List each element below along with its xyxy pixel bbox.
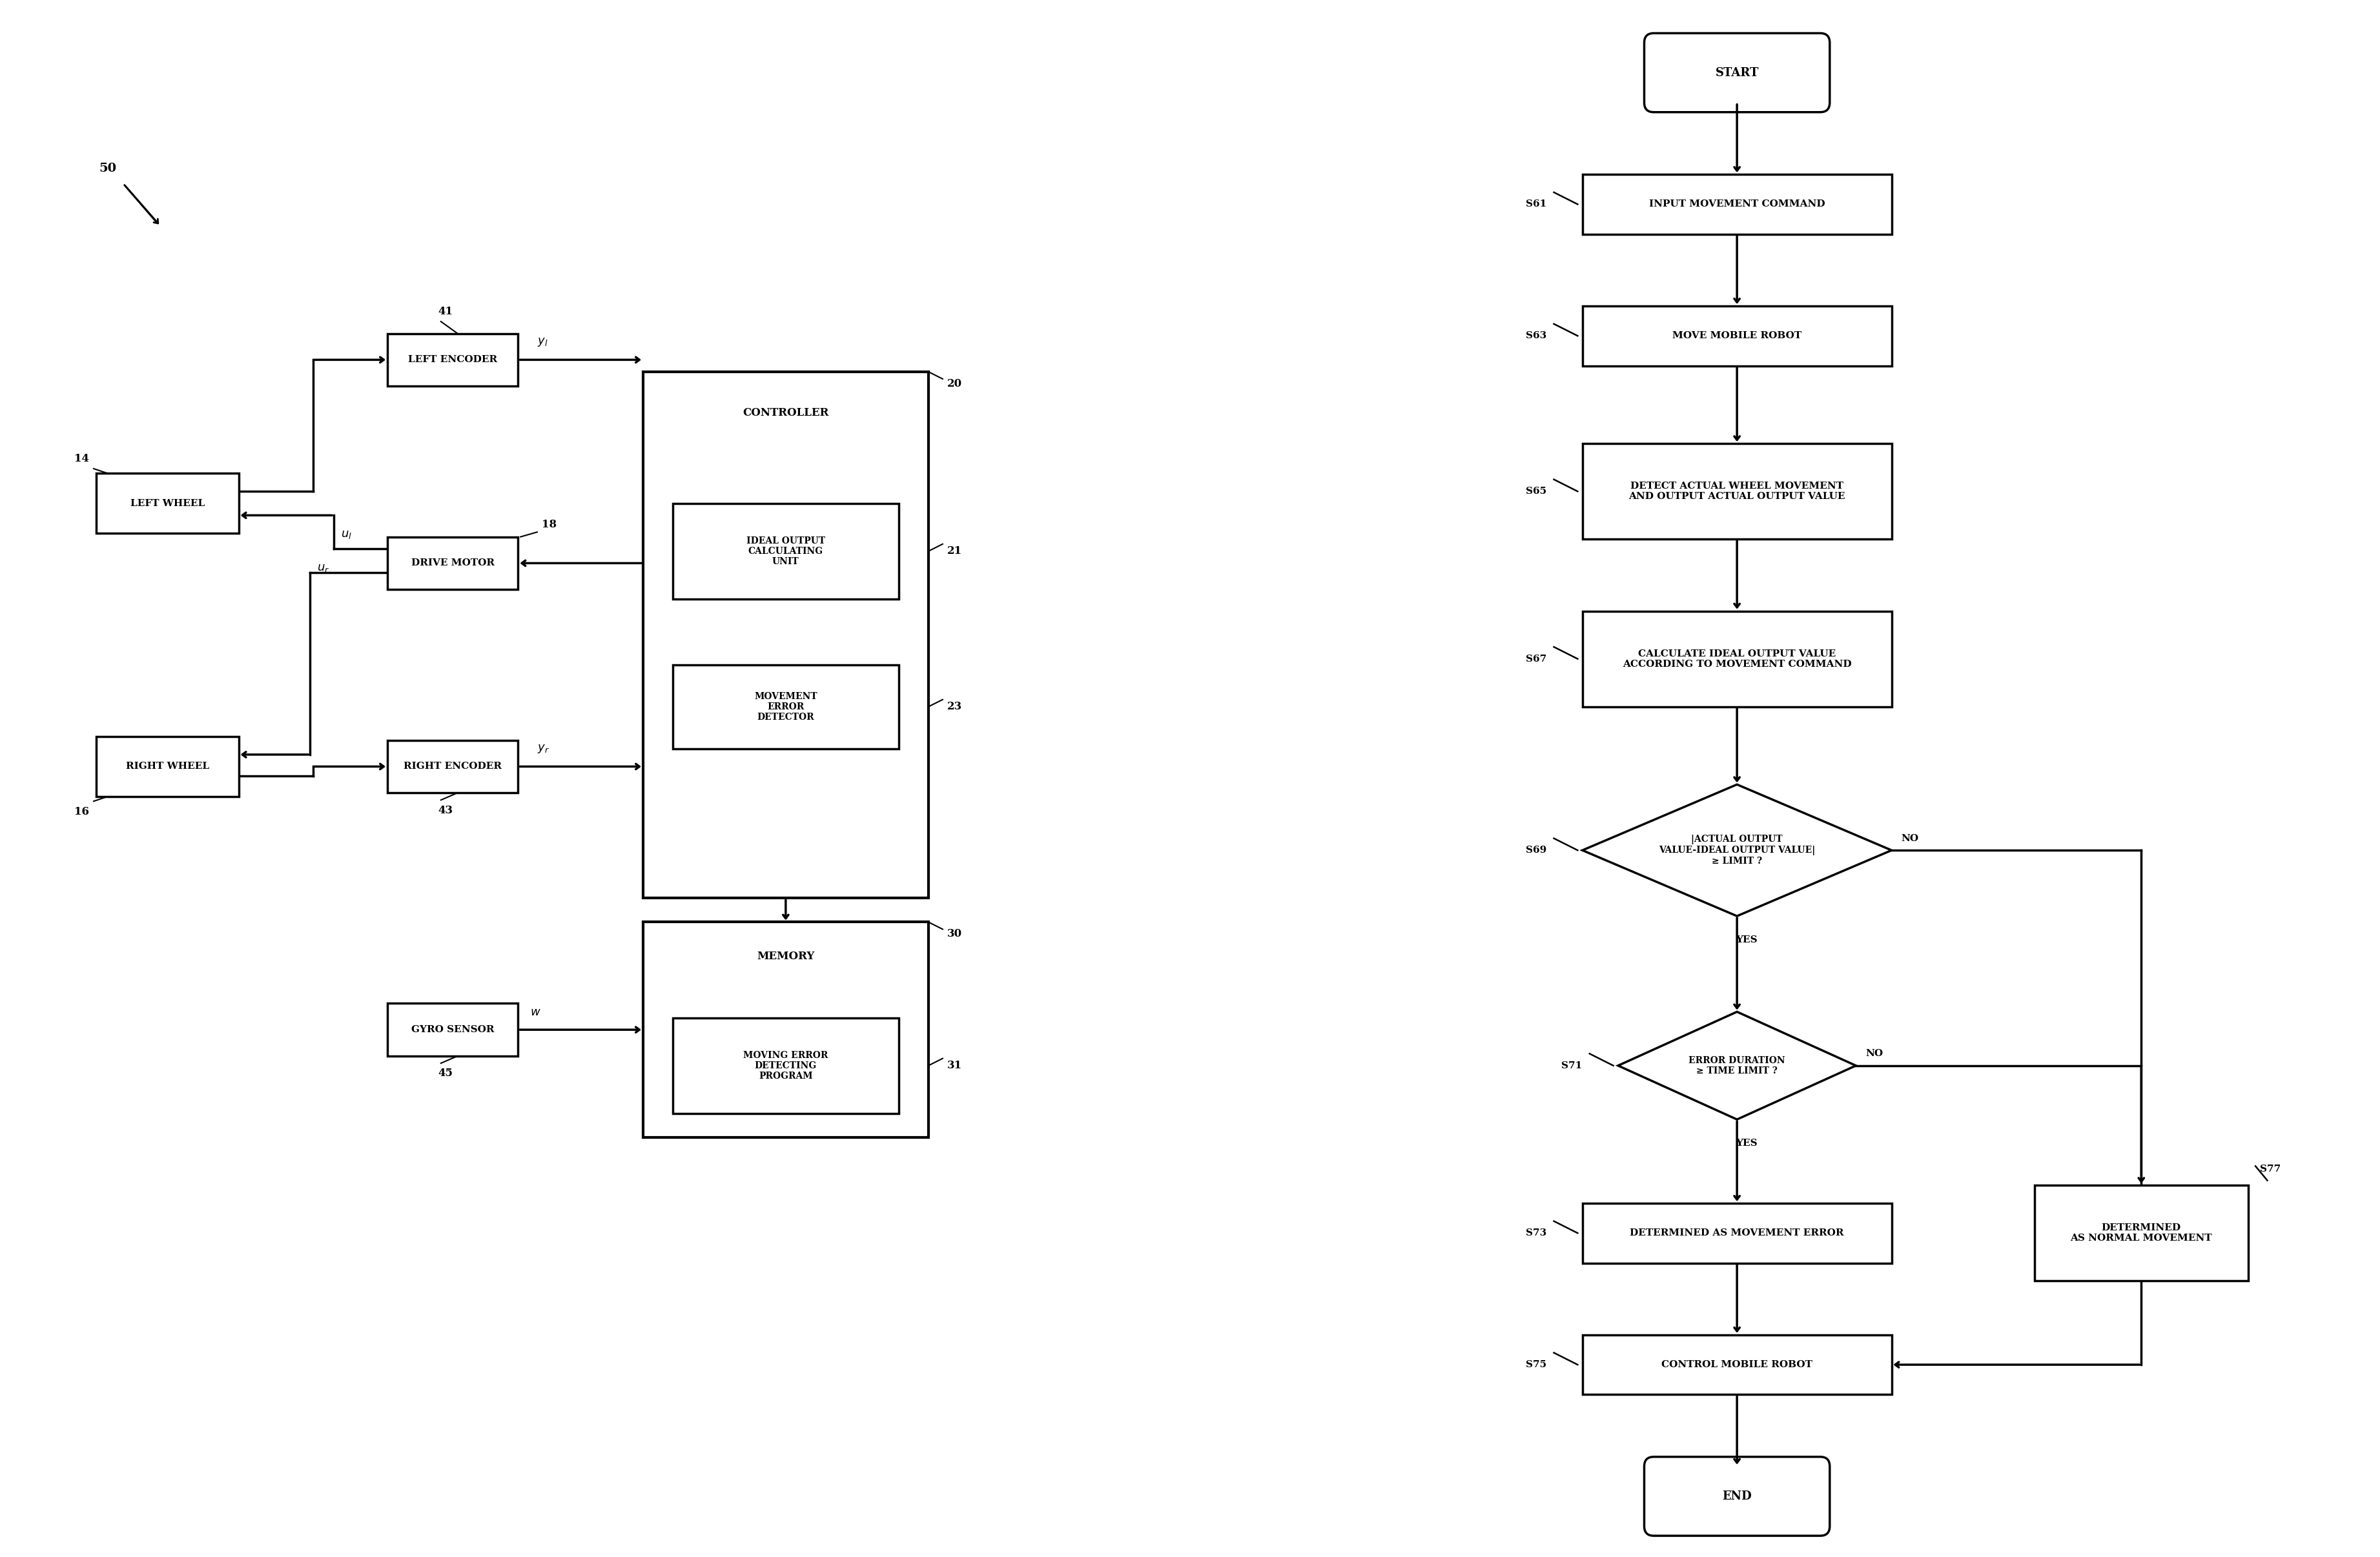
Text: LEFT ENCODER: LEFT ENCODER xyxy=(407,355,497,364)
FancyBboxPatch shape xyxy=(643,372,928,898)
FancyBboxPatch shape xyxy=(1583,174,1892,234)
Text: 23: 23 xyxy=(947,701,962,712)
FancyBboxPatch shape xyxy=(643,922,928,1138)
Text: CONTROL MOBILE ROBOT: CONTROL MOBILE ROBOT xyxy=(1661,1361,1814,1369)
FancyBboxPatch shape xyxy=(388,537,519,590)
Text: 43: 43 xyxy=(438,805,452,816)
Text: S63: S63 xyxy=(1526,332,1547,341)
FancyBboxPatch shape xyxy=(674,1018,900,1113)
Text: |ACTUAL OUTPUT
VALUE-IDEAL OUTPUT VALUE|
≥ LIMIT ?: |ACTUAL OUTPUT VALUE-IDEAL OUTPUT VALUE|… xyxy=(1659,835,1816,866)
FancyBboxPatch shape xyxy=(388,333,519,386)
FancyBboxPatch shape xyxy=(388,1003,519,1056)
Text: ERROR DURATION
≥ TIME LIMIT ?: ERROR DURATION ≥ TIME LIMIT ? xyxy=(1690,1056,1785,1076)
Polygon shape xyxy=(1583,785,1892,916)
Text: S67: S67 xyxy=(1526,654,1547,663)
Text: $y_l$: $y_l$ xyxy=(538,336,547,347)
Text: MOVE MOBILE ROBOT: MOVE MOBILE ROBOT xyxy=(1673,332,1802,341)
Text: 41: 41 xyxy=(438,305,452,316)
FancyBboxPatch shape xyxy=(1645,33,1830,112)
Text: 20: 20 xyxy=(947,378,962,389)
FancyBboxPatch shape xyxy=(1583,307,1892,366)
Text: START: START xyxy=(1716,67,1759,78)
FancyBboxPatch shape xyxy=(388,740,519,793)
Text: S73: S73 xyxy=(1526,1228,1547,1238)
FancyBboxPatch shape xyxy=(674,503,900,599)
FancyBboxPatch shape xyxy=(1583,1334,1892,1395)
Text: YES: YES xyxy=(1735,1138,1756,1148)
Text: NO: NO xyxy=(1902,835,1918,842)
Text: DRIVE MOTOR: DRIVE MOTOR xyxy=(412,559,495,568)
FancyBboxPatch shape xyxy=(2035,1185,2249,1281)
Text: $y_r$: $y_r$ xyxy=(538,743,550,755)
FancyBboxPatch shape xyxy=(1583,444,1892,539)
Text: 14: 14 xyxy=(74,453,88,464)
Text: INPUT MOVEMENT COMMAND: INPUT MOVEMENT COMMAND xyxy=(1649,199,1825,209)
Text: S61: S61 xyxy=(1526,199,1547,209)
Text: RIGHT ENCODER: RIGHT ENCODER xyxy=(405,761,502,771)
Text: S77: S77 xyxy=(2261,1165,2280,1174)
FancyBboxPatch shape xyxy=(95,736,238,797)
Text: S69: S69 xyxy=(1526,845,1547,855)
Text: NO: NO xyxy=(1866,1049,1883,1059)
Text: CONTROLLER: CONTROLLER xyxy=(743,408,828,419)
Text: 18: 18 xyxy=(543,518,557,529)
Text: DETERMINED AS MOVEMENT ERROR: DETERMINED AS MOVEMENT ERROR xyxy=(1630,1228,1845,1238)
Text: CALCULATE IDEAL OUTPUT VALUE
ACCORDING TO MOVEMENT COMMAND: CALCULATE IDEAL OUTPUT VALUE ACCORDING T… xyxy=(1623,649,1852,668)
Text: S75: S75 xyxy=(1526,1361,1547,1369)
FancyBboxPatch shape xyxy=(1583,610,1892,707)
Text: $u_l$: $u_l$ xyxy=(340,529,352,540)
Text: DETERMINED
AS NORMAL MOVEMENT: DETERMINED AS NORMAL MOVEMENT xyxy=(2071,1224,2211,1242)
Text: GYRO SENSOR: GYRO SENSOR xyxy=(412,1025,495,1034)
FancyBboxPatch shape xyxy=(1645,1457,1830,1535)
Text: S71: S71 xyxy=(1561,1062,1583,1070)
Text: 45: 45 xyxy=(438,1068,452,1079)
Text: 30: 30 xyxy=(947,928,962,939)
Text: LEFT WHEEL: LEFT WHEEL xyxy=(131,498,205,508)
Text: 21: 21 xyxy=(947,545,962,557)
Text: $u_r$: $u_r$ xyxy=(317,562,328,575)
FancyBboxPatch shape xyxy=(95,473,238,532)
Text: 31: 31 xyxy=(947,1060,962,1071)
Text: S65: S65 xyxy=(1526,487,1547,495)
Text: 16: 16 xyxy=(74,807,88,817)
FancyBboxPatch shape xyxy=(674,665,900,749)
Text: END: END xyxy=(1723,1490,1752,1503)
Text: MOVEMENT
ERROR
DETECTOR: MOVEMENT ERROR DETECTOR xyxy=(754,691,816,722)
Polygon shape xyxy=(1618,1012,1856,1119)
Text: IDEAL OUTPUT
CALCULATING
UNIT: IDEAL OUTPUT CALCULATING UNIT xyxy=(747,536,826,567)
Text: 50: 50 xyxy=(100,162,117,174)
Text: DETECT ACTUAL WHEEL MOVEMENT
AND OUTPUT ACTUAL OUTPUT VALUE: DETECT ACTUAL WHEEL MOVEMENT AND OUTPUT … xyxy=(1628,481,1845,501)
Text: $w$: $w$ xyxy=(531,1006,540,1018)
FancyBboxPatch shape xyxy=(1583,1204,1892,1263)
Text: MEMORY: MEMORY xyxy=(757,951,814,962)
Text: YES: YES xyxy=(1735,936,1756,944)
Text: RIGHT WHEEL: RIGHT WHEEL xyxy=(126,761,209,771)
Text: MOVING ERROR
DETECTING
PROGRAM: MOVING ERROR DETECTING PROGRAM xyxy=(743,1051,828,1081)
